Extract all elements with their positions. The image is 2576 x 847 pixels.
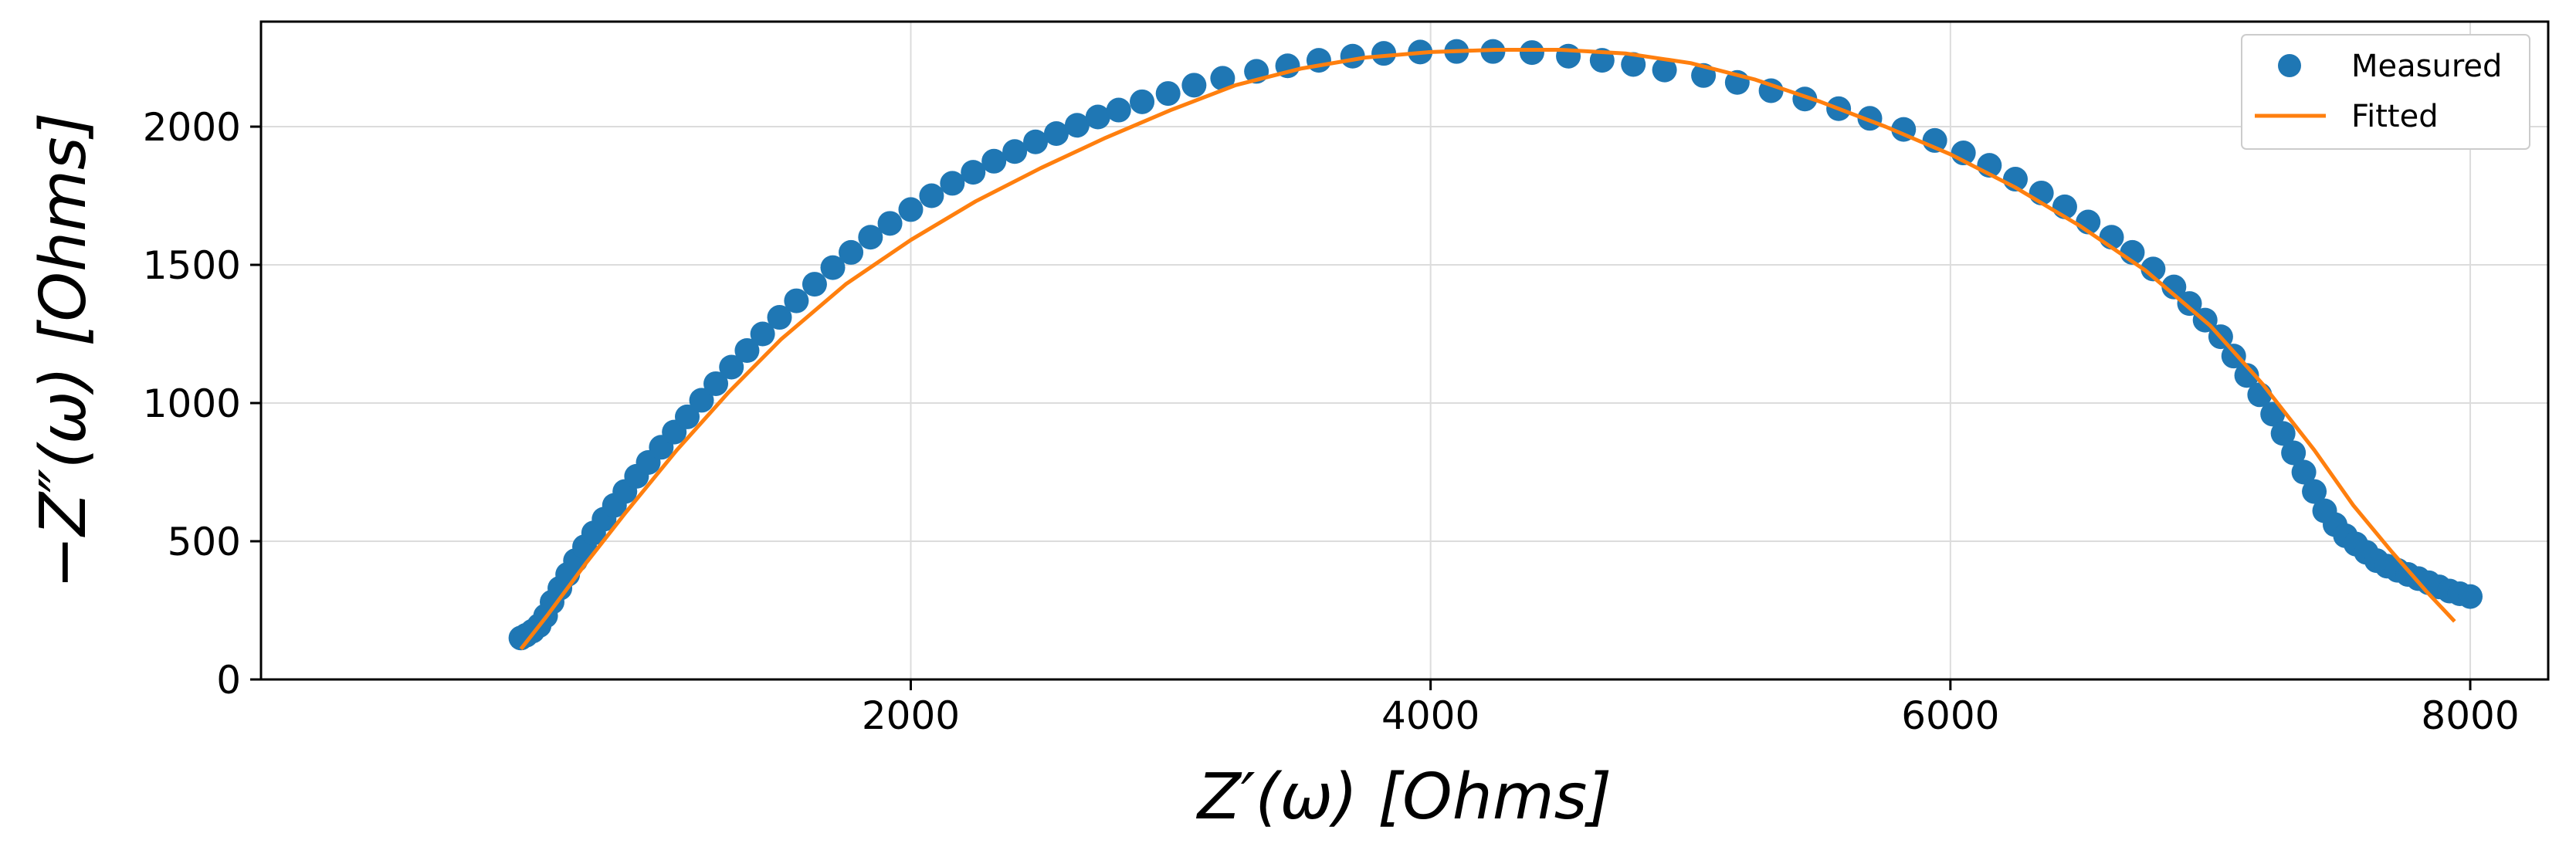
x-tick-label: 8000 <box>2421 693 2519 738</box>
measured-point <box>1023 129 1049 154</box>
measured-point <box>750 321 775 347</box>
measured-point <box>858 225 883 250</box>
measured-point <box>820 255 846 280</box>
measured-point <box>898 197 924 222</box>
y-tick-label: 2000 <box>143 105 241 150</box>
measured-point <box>2234 363 2259 388</box>
measured-point <box>2270 421 2296 446</box>
measured-point <box>2458 584 2483 609</box>
measured-point <box>675 404 700 429</box>
plot-area-frame <box>259 20 2550 681</box>
measured-point <box>2221 344 2246 369</box>
measured-point <box>1181 73 1207 98</box>
measured-point <box>2161 274 2187 300</box>
measured-point <box>1130 89 1155 114</box>
y-tick-label: 0 <box>216 658 241 703</box>
measured-point <box>1106 97 1131 123</box>
measured-point <box>2177 291 2202 317</box>
measured-point <box>1155 81 1181 107</box>
measured-point <box>940 171 965 196</box>
measured-point <box>1002 139 1028 164</box>
x-tick-label: 2000 <box>862 693 960 738</box>
measured-point <box>1085 104 1110 130</box>
legend-label-measured: Measured <box>2351 49 2502 84</box>
y-tick-label: 1000 <box>143 381 241 426</box>
measured-point <box>784 288 809 313</box>
y-tick-label: 500 <box>168 520 241 564</box>
measured-point <box>767 305 792 330</box>
measured-point <box>1556 43 1581 69</box>
axis-ticks: 2000 4000 6000 8000 0 500 1000 1500 2000 <box>143 105 2520 738</box>
y-axis-title: −Z″(ω) [Ohms] <box>27 112 100 588</box>
legend-marker-measured <box>2278 54 2301 77</box>
measured-point <box>839 239 864 265</box>
x-tick-label: 6000 <box>1901 693 1999 738</box>
measured-point <box>689 388 714 413</box>
measured-point <box>2140 256 2166 282</box>
measured-point <box>961 160 986 185</box>
legend: Measured Fitted <box>2241 34 2530 150</box>
measured-point <box>719 354 744 380</box>
x-tick-label: 4000 <box>1381 693 1480 738</box>
measured-point <box>1621 52 1646 77</box>
measured-point <box>981 148 1007 174</box>
measured-point <box>1519 40 1544 66</box>
measured-point <box>2281 440 2307 466</box>
legend-box <box>2241 34 2530 150</box>
measured-point <box>2291 459 2317 485</box>
measured-point <box>1340 43 1365 69</box>
legend-label-fitted: Fitted <box>2351 99 2439 134</box>
series-layer <box>508 39 2483 651</box>
measured-point <box>703 371 729 396</box>
fitted-line <box>519 48 2456 651</box>
measured-point <box>802 272 827 297</box>
measured-point <box>877 211 903 236</box>
y-tick-label: 1500 <box>143 243 241 288</box>
measured-point <box>919 183 944 208</box>
measured-point <box>734 338 760 363</box>
measured-point <box>1652 57 1677 83</box>
measured-point <box>1210 66 1235 91</box>
measured-point <box>1064 113 1090 138</box>
measured-point <box>1371 41 1397 66</box>
grid <box>261 22 2548 680</box>
x-axis-title: Z′(ω) [Ohms] <box>1196 761 1612 834</box>
measured-point <box>2302 479 2327 504</box>
measured-point <box>1043 120 1069 146</box>
